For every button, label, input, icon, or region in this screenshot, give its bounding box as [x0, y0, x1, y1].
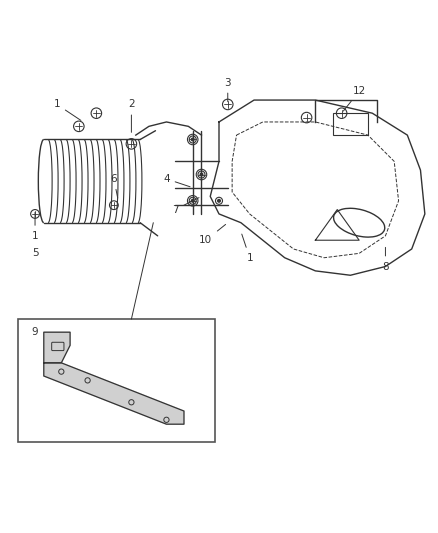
- Text: 12: 12: [343, 86, 366, 111]
- Text: 6: 6: [110, 174, 118, 198]
- Polygon shape: [44, 332, 70, 363]
- Polygon shape: [44, 363, 184, 424]
- Text: 10: 10: [199, 224, 226, 245]
- Text: 1: 1: [53, 100, 81, 120]
- Circle shape: [191, 138, 194, 141]
- Text: 8: 8: [382, 247, 389, 271]
- Bar: [333, 113, 368, 135]
- Text: 2: 2: [128, 100, 135, 132]
- Text: 7: 7: [172, 198, 199, 215]
- Circle shape: [218, 199, 220, 202]
- Text: 3: 3: [224, 77, 231, 102]
- Text: 4: 4: [163, 174, 190, 187]
- Text: 9: 9: [32, 327, 39, 337]
- Circle shape: [191, 199, 194, 202]
- Text: 1: 1: [242, 234, 253, 263]
- Text: 5: 5: [32, 248, 39, 259]
- Circle shape: [200, 173, 203, 176]
- Text: 1: 1: [32, 212, 39, 241]
